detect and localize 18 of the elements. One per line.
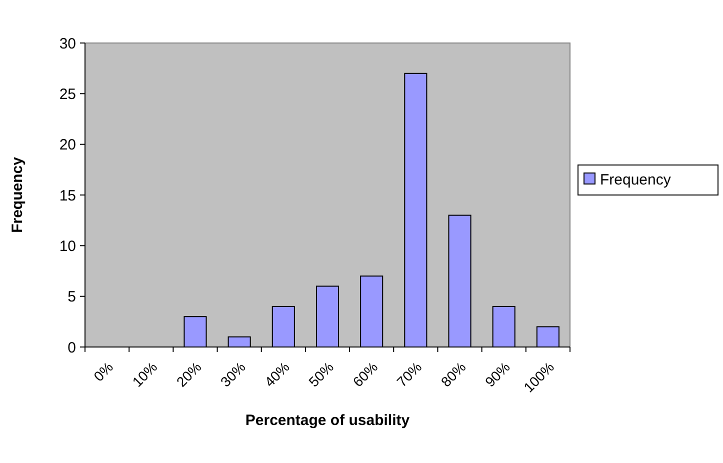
x-tick-label: 60% <box>350 358 381 390</box>
y-axis-title: Frequency <box>9 156 26 233</box>
x-tick-label: 80% <box>438 358 469 390</box>
y-tick-label: 15 <box>59 187 76 204</box>
x-tick-label: 0% <box>90 358 116 384</box>
y-tick-label: 25 <box>59 86 76 103</box>
x-axis-title: Percentage of usability <box>245 412 410 429</box>
legend-label: Frequency <box>600 171 672 188</box>
x-tick-label: 40% <box>261 358 292 390</box>
y-tick-label: 30 <box>59 35 76 52</box>
y-tick-label: 5 <box>68 288 76 306</box>
y-tick-label: 20 <box>59 136 76 154</box>
y-tick-label: 0 <box>68 339 76 356</box>
y-tick-label: 10 <box>59 238 76 255</box>
x-tick-label: 70% <box>394 358 425 390</box>
x-tick-label: 90% <box>482 358 513 390</box>
x-tick-label: 30% <box>217 358 248 390</box>
x-tick-label: 50% <box>305 358 337 390</box>
